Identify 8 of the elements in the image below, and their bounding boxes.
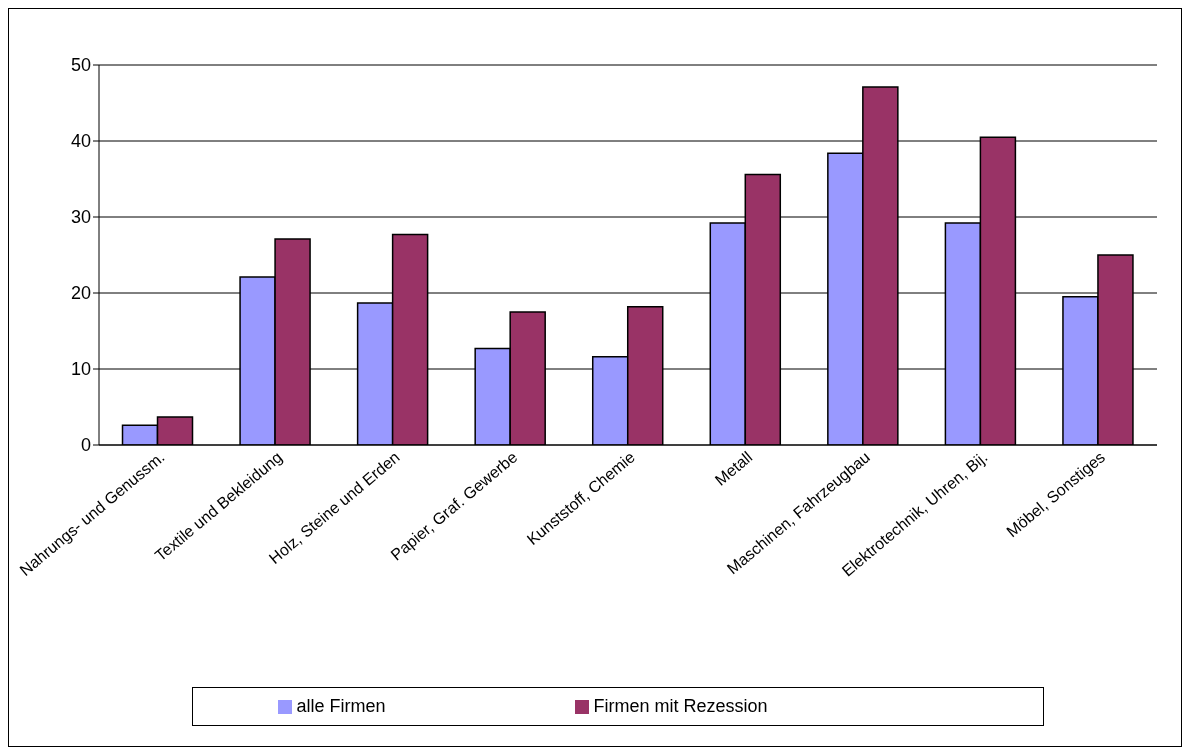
y-tick-label: 20 xyxy=(70,283,91,304)
y-tick-label: 50 xyxy=(70,55,91,76)
legend-label: alle Firmen xyxy=(296,696,386,716)
legend-label: Firmen mit Rezession xyxy=(593,696,768,716)
y-tick-label: 30 xyxy=(70,207,91,228)
y-tick-label: 40 xyxy=(70,131,91,152)
y-tick-label: 10 xyxy=(70,359,91,380)
y-tick-label: 0 xyxy=(80,435,91,456)
